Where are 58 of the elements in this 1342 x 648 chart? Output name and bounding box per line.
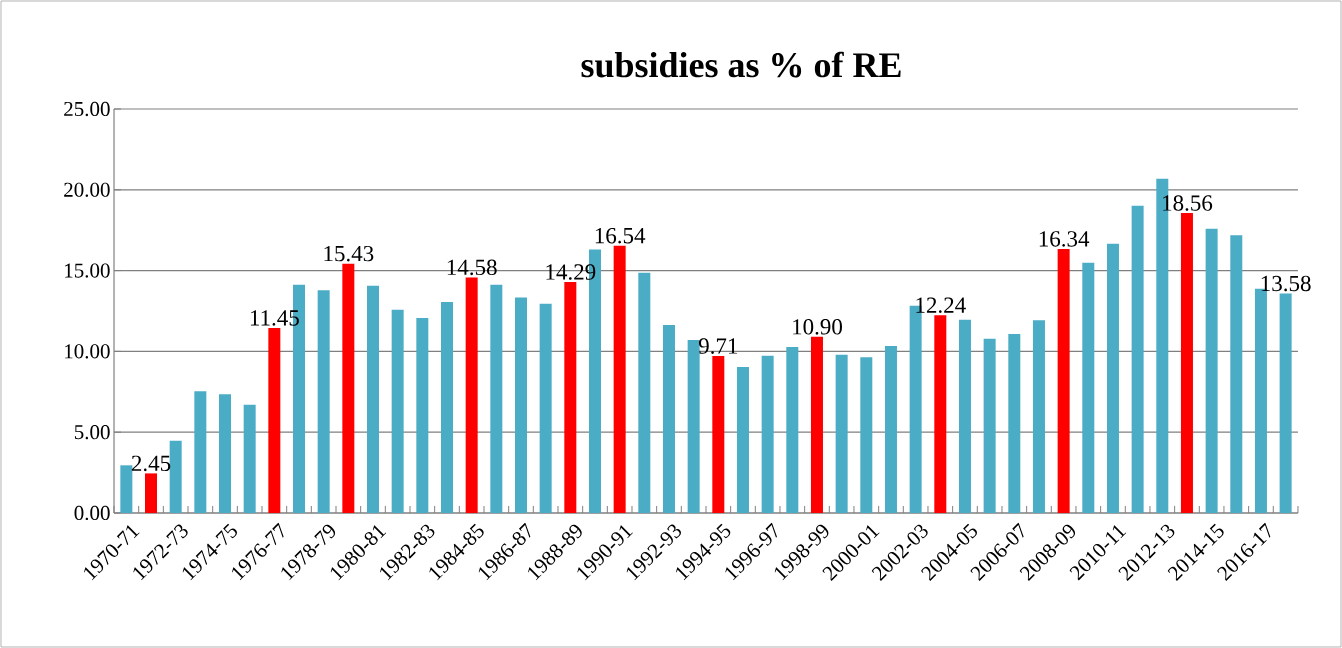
y-tick-label: 15.00 xyxy=(65,263,110,278)
bar xyxy=(564,282,577,513)
bar xyxy=(219,394,232,513)
bar xyxy=(243,404,256,513)
bar xyxy=(712,356,725,513)
bar xyxy=(1032,320,1045,513)
bar xyxy=(1008,334,1021,513)
bar xyxy=(860,357,873,513)
bar xyxy=(958,319,971,513)
data-label: 13.58 xyxy=(1261,275,1311,292)
bar xyxy=(934,315,947,513)
y-tick-label: 25.00 xyxy=(64,101,110,117)
bar xyxy=(1279,293,1292,513)
bar xyxy=(1205,228,1218,513)
bar xyxy=(391,309,404,513)
bar xyxy=(268,327,281,513)
y-tick-label: 0.00 xyxy=(74,505,110,521)
y-tick-label: 10.00 xyxy=(65,344,110,359)
bar xyxy=(465,277,478,513)
bar xyxy=(786,347,799,513)
bar xyxy=(613,245,626,513)
bar xyxy=(638,272,651,513)
y-tick-label: 5.00 xyxy=(74,425,110,440)
bar xyxy=(884,346,897,513)
bar xyxy=(1106,243,1119,513)
bar xyxy=(687,340,700,513)
bar xyxy=(810,336,823,513)
chart-title: subsidies as % of RE xyxy=(581,51,901,78)
y-tick-label: 20.00 xyxy=(64,182,110,197)
bar xyxy=(194,391,207,513)
bar xyxy=(145,473,158,513)
bar xyxy=(490,284,503,513)
bar xyxy=(441,302,453,513)
bar xyxy=(416,318,429,513)
bar xyxy=(317,290,330,513)
bar xyxy=(761,355,774,513)
bar xyxy=(367,285,379,513)
bar xyxy=(169,440,182,513)
data-label: 16.54 xyxy=(595,227,646,244)
bar xyxy=(1230,235,1243,513)
bar xyxy=(835,354,848,513)
bar xyxy=(539,303,552,513)
data-label: 12.24 xyxy=(916,297,966,313)
data-label: 9.71 xyxy=(698,338,738,354)
data-label: 14.58 xyxy=(447,259,497,276)
bar xyxy=(1082,262,1095,513)
bar xyxy=(120,465,133,513)
bar xyxy=(1057,248,1070,513)
bar xyxy=(983,338,996,513)
bar xyxy=(514,297,527,513)
data-label: 15.43 xyxy=(324,245,374,262)
data-label: 16.34 xyxy=(1039,231,1090,247)
bar xyxy=(1180,213,1193,513)
bar xyxy=(342,263,355,513)
bar xyxy=(662,325,675,513)
bar xyxy=(736,367,749,513)
bar xyxy=(1131,205,1144,513)
data-label: 10.90 xyxy=(793,319,842,335)
